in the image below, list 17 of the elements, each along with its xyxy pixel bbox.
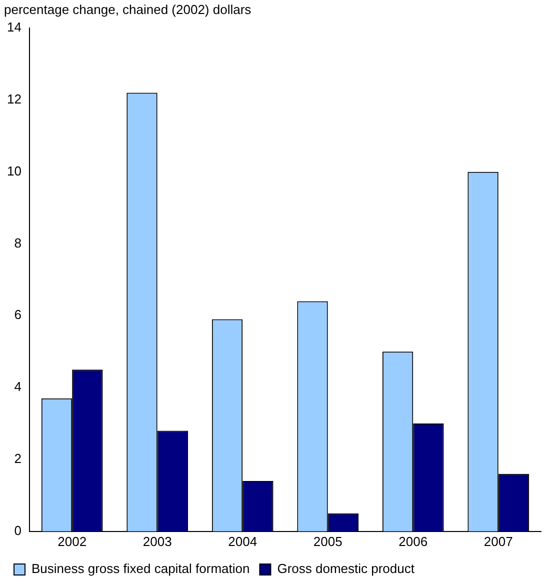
y-tick-label: 12: [6, 91, 22, 106]
y-axis-title: percentage change, chained (2002) dollars: [4, 2, 252, 17]
x-tick-label: 2002: [58, 534, 87, 549]
y-tick-label: 2: [14, 451, 22, 466]
x-tick-label: 2006: [398, 534, 428, 549]
legend-label: Gross domestic product: [277, 561, 415, 576]
y-tick-label: 4: [14, 379, 22, 394]
x-tick-label: 2004: [228, 534, 258, 549]
y-tick-label: 6: [14, 307, 22, 322]
y-tick-label: 8: [14, 235, 22, 250]
y-tick-label: 14: [6, 20, 22, 35]
x-tick-label: 2003: [142, 534, 172, 549]
y-tick-label: 10: [6, 163, 22, 178]
x-tick-label: 2005: [313, 534, 342, 549]
x-tick-label: 2007: [484, 534, 513, 549]
legend-label: Business gross fixed capital formation: [32, 561, 250, 576]
y-tick-label: 0: [14, 522, 22, 538]
